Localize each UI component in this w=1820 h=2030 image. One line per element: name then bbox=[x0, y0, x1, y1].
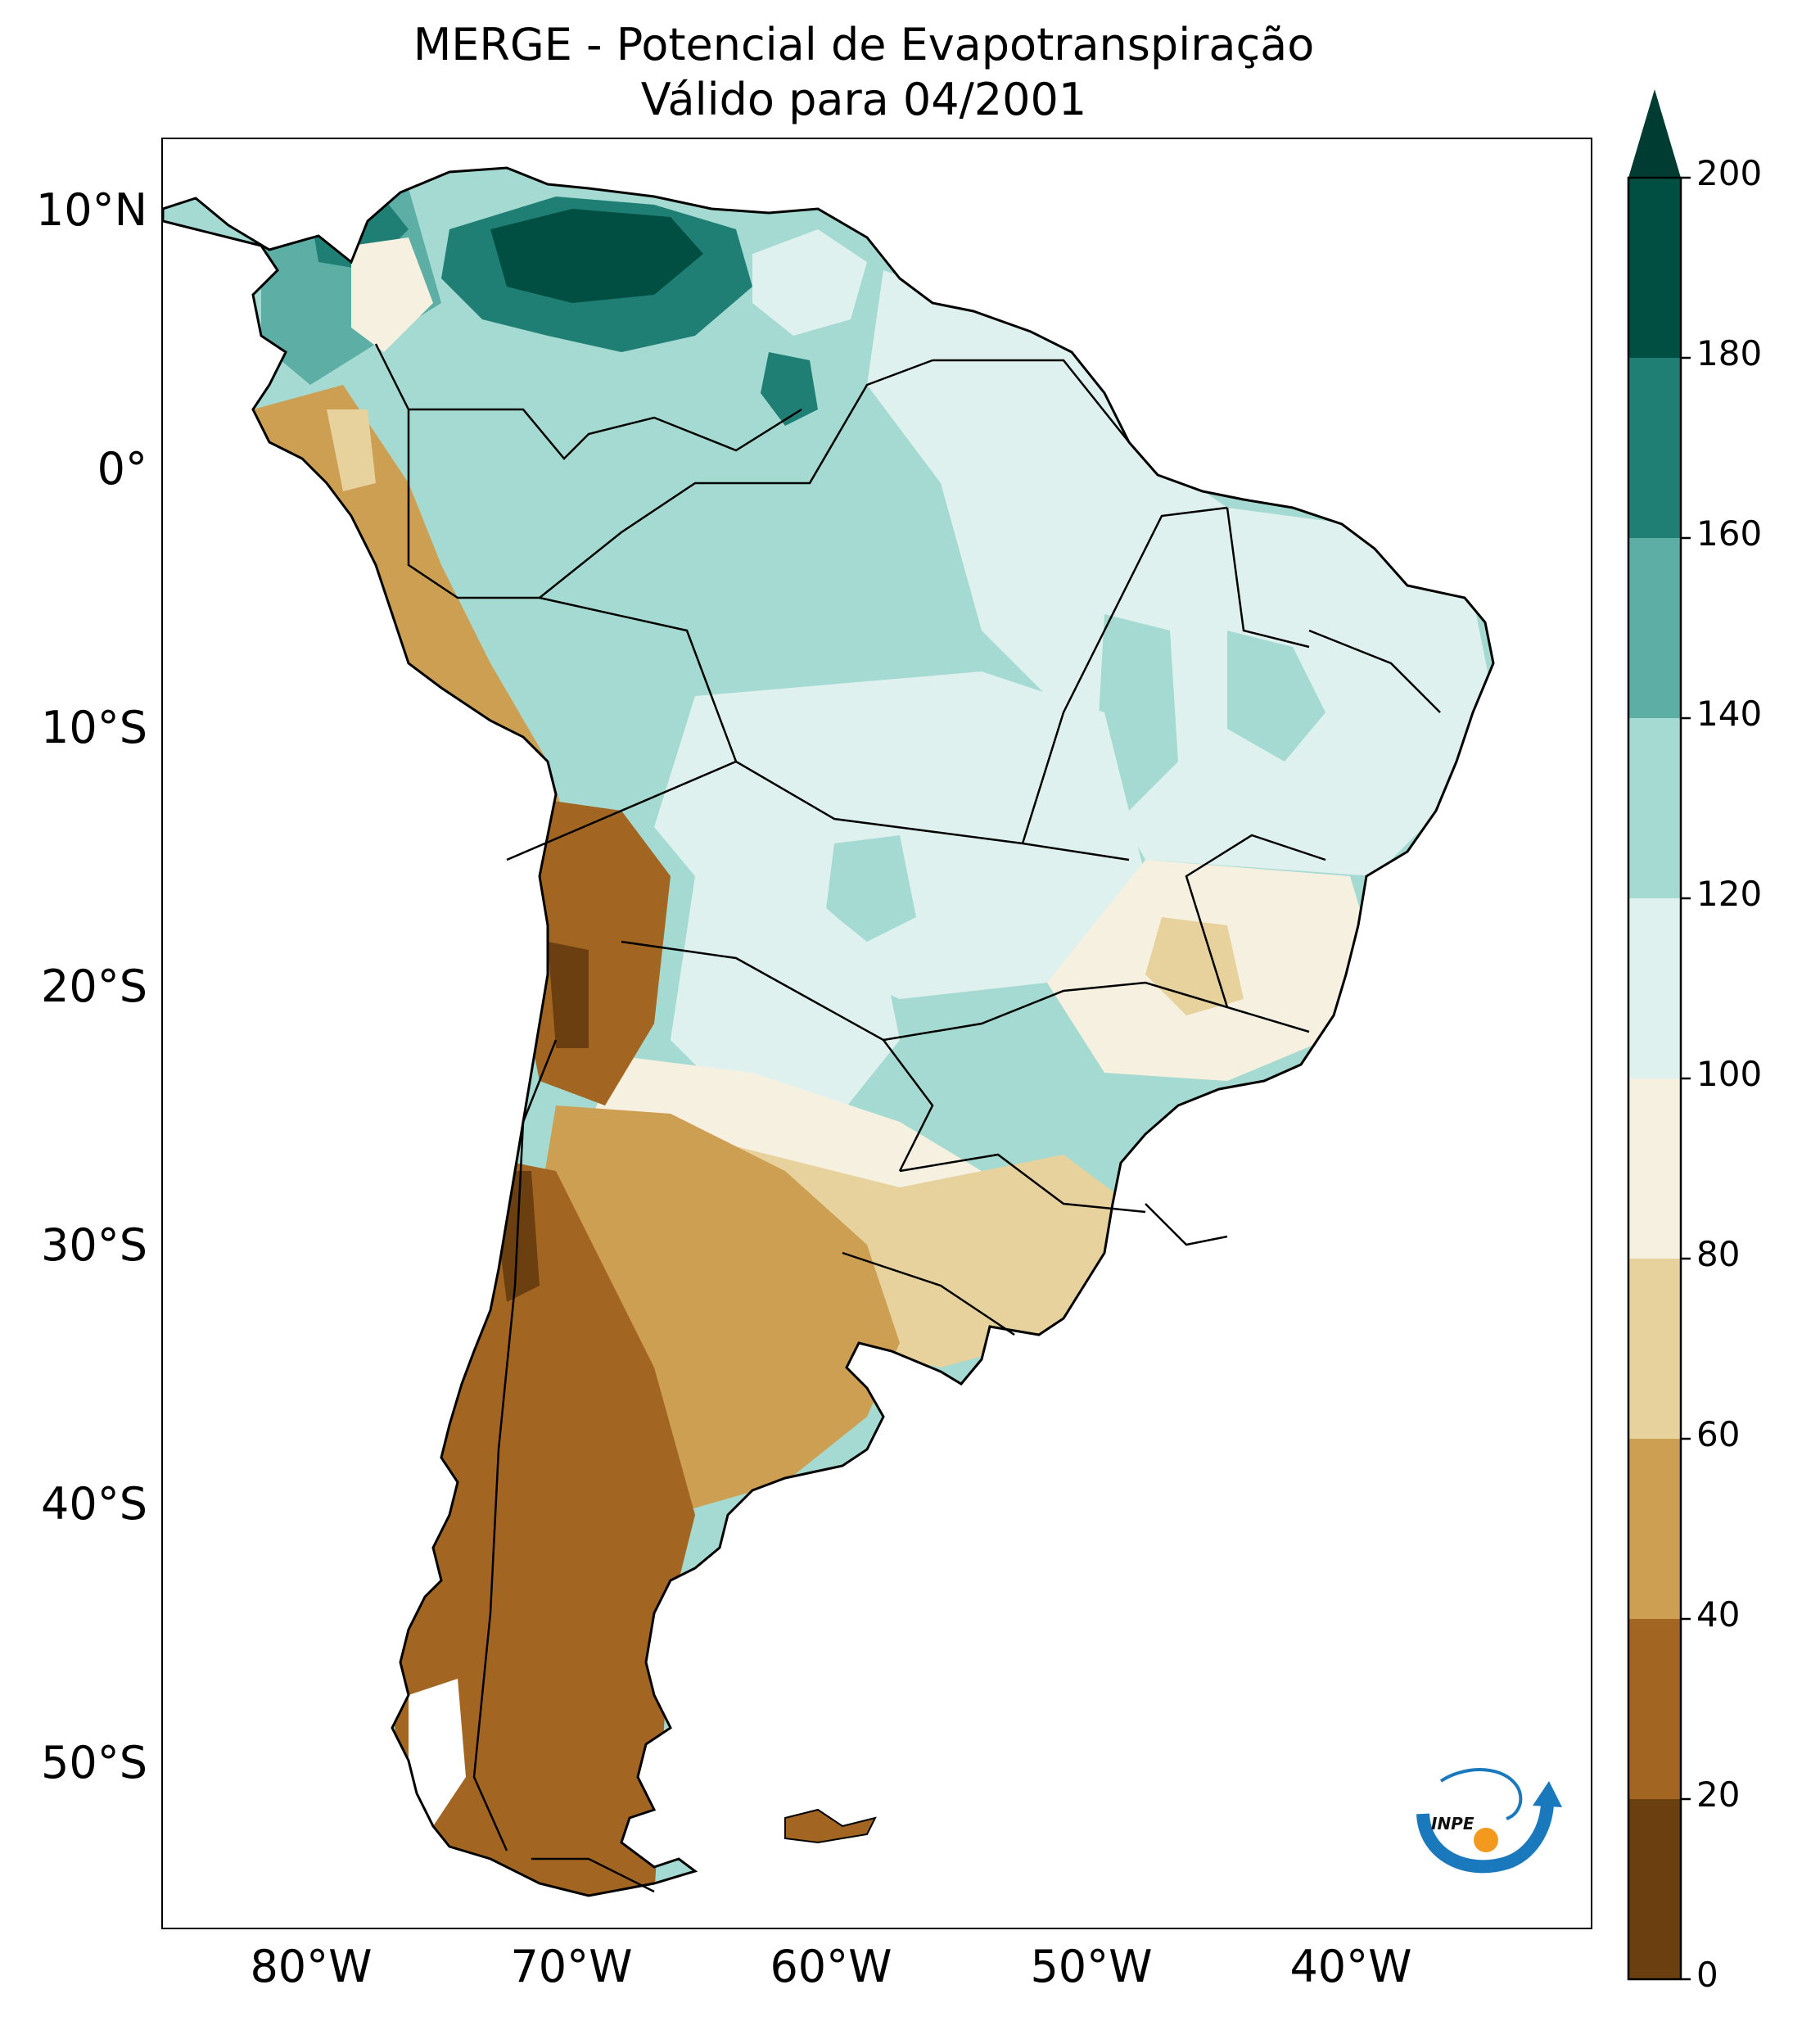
colorbar-tick-140: 140 bbox=[1696, 694, 1763, 734]
colorbar-tick-0: 0 bbox=[1696, 1955, 1718, 1995]
lat-label-10s: 10°S bbox=[41, 702, 147, 753]
falkland-islands bbox=[784, 1808, 877, 1844]
map-subtitle: Válido para 04/2001 bbox=[640, 74, 1087, 125]
colorbar-segment bbox=[1628, 538, 1681, 718]
lat-label-20s: 20°S bbox=[41, 961, 147, 1012]
colorbar-tick-200: 200 bbox=[1696, 153, 1763, 193]
colorbar-max-arrow bbox=[1628, 89, 1681, 178]
map-area bbox=[161, 138, 1592, 1929]
colorbar-segment bbox=[1628, 898, 1681, 1078]
colorbar-segment bbox=[1628, 718, 1681, 898]
colorbar-segment bbox=[1628, 178, 1681, 358]
colorbar-segment bbox=[1628, 358, 1681, 538]
colorbar-tick-40: 40 bbox=[1696, 1594, 1741, 1634]
lon-label-40w: 40°W bbox=[1289, 1941, 1412, 1992]
colorbar-segment bbox=[1628, 1799, 1681, 1979]
colorbar-segment bbox=[1628, 1619, 1681, 1799]
colorbar-tick-120: 120 bbox=[1696, 874, 1763, 914]
colorbar-tick-160: 160 bbox=[1696, 513, 1763, 554]
lat-label-30s: 30°S bbox=[41, 1219, 147, 1271]
lon-label-70w: 70°W bbox=[510, 1941, 633, 1992]
colorbar-segments bbox=[1628, 178, 1681, 1979]
colorbar-segment bbox=[1628, 1439, 1681, 1619]
colorbar-tick-20: 20 bbox=[1696, 1775, 1741, 1815]
lat-label-50s: 50°S bbox=[41, 1737, 147, 1788]
lat-label-10n: 10°N bbox=[35, 184, 147, 236]
colorbar-tick-100: 100 bbox=[1696, 1054, 1763, 1094]
inpe-logo bbox=[1416, 1768, 1562, 1874]
map-title: MERGE - Potencial de Evapotranspiração bbox=[413, 19, 1315, 70]
colorbar-segment bbox=[1628, 1078, 1681, 1259]
lon-label-60w: 60°W bbox=[770, 1941, 892, 1992]
lat-label-0: 0° bbox=[97, 443, 147, 495]
colorbar-tick-60: 60 bbox=[1696, 1414, 1741, 1454]
colorbar bbox=[1627, 89, 1691, 1981]
south-america-map bbox=[163, 166, 1495, 1897]
colorbar-tick-180: 180 bbox=[1696, 333, 1763, 373]
country-borders bbox=[374, 343, 1441, 1893]
colorbar-tick-80: 80 bbox=[1696, 1234, 1741, 1274]
evapotranspiration-field bbox=[163, 168, 1493, 1896]
lon-label-50w: 50°W bbox=[1030, 1941, 1153, 1992]
logo-text: INPE bbox=[1431, 1814, 1475, 1833]
colorbar-segment bbox=[1628, 1259, 1681, 1439]
lon-label-80w: 80°W bbox=[250, 1941, 373, 1992]
lat-label-40s: 40°S bbox=[41, 1478, 147, 1530]
